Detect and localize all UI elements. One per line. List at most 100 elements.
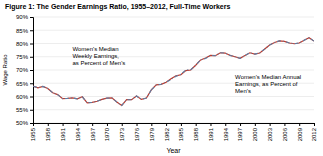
y-tick-mark [30,57,33,58]
grid-line [33,109,314,110]
x-tick-label: 2006 [282,127,288,141]
x-tick-label: 1988 [193,127,199,141]
x-tick-label: 1994 [223,127,229,141]
x-tick: 1976 [134,123,140,141]
y-tick: 55% [16,107,33,113]
x-tick: 2012 [311,123,317,141]
x-tick-mark [48,123,49,126]
annotations: Women's MedianWeekly Earnings,as Percent… [72,46,301,94]
x-tick: 2006 [282,123,288,141]
grid-line [33,96,314,97]
x-tick-mark [225,123,226,126]
x-tick-label: 1970 [104,127,110,141]
y-tick-label: 65% [16,81,29,87]
x-tick-label: 1973 [119,127,125,141]
x-tick: 2003 [267,123,273,141]
x-tick: 1994 [223,123,229,141]
annotation-line: as Percent of Men's [72,60,125,66]
series-line [33,86,151,105]
x-tick-mark [196,123,197,126]
y-tick-mark [30,70,33,71]
y-axis-title: Wage Ratio [2,54,8,86]
annotation-line: Women's Median Annual [235,74,301,80]
y-tick-mark [30,123,33,124]
y-tick-mark [30,17,33,18]
x-tick-label: 2012 [311,127,317,141]
y-tick: 90% [16,14,33,20]
x-tick: 1997 [237,123,243,141]
annotation-line: Weekly Earnings, [72,53,119,59]
x-tick: 1979 [149,123,155,141]
plot: 50% 55% 60% 65% 70% 75% 80% 85% 90% 1955 1958 1961 1… [16,14,317,141]
x-tick: 1973 [119,123,125,141]
grid [33,17,314,123]
x-tick-mark [166,123,167,126]
series-line [33,38,314,106]
x-tick-mark [63,123,64,126]
chart-container: 50% 55% 60% 65% 70% 75% 80% 85% 90% 1955 1958 1961 1… [0,0,323,156]
x-axis-line [34,124,315,127]
x-tick-label: 1985 [178,127,184,141]
y-tick: 85% [16,28,33,34]
x-axis: 1955195819611964196719701973197619791982… [30,123,317,141]
y-tick-mark [30,110,33,111]
x-tick-mark [77,123,78,126]
x-tick-mark [137,123,138,126]
x-tick-mark [255,123,256,126]
lines [33,38,314,106]
y-tick: 50% [16,120,33,126]
annotation: Women's MedianWeekly Earnings,as Percent… [72,46,125,66]
x-tick: 1961 [60,123,66,141]
x-tick-label: 1976 [134,127,140,141]
x-tick: 1958 [45,123,51,141]
x-tick-label: 1991 [208,127,214,141]
x-tick-mark [151,123,152,126]
x-tick-label: 1967 [90,127,96,141]
y-tick-label: 50% [16,120,29,126]
x-tick: 2000 [252,123,258,141]
annotation-line: Men's [235,88,251,94]
y-tick-label: 70% [16,67,29,73]
y-tick-label: 75% [16,54,29,60]
x-tick-mark [270,123,271,126]
y-tick-mark [30,30,33,31]
x-tick-label: 1979 [149,127,155,141]
x-axis-title: Year [166,147,181,154]
x-tick-mark [33,123,34,126]
x-tick: 1955 [30,123,36,141]
x-tick: 1988 [193,123,199,141]
x-tick: 1970 [104,123,110,141]
y-tick-label: 90% [16,14,29,20]
x-tick-label: 1958 [45,127,51,141]
y-tick-label: 80% [16,41,29,47]
y-tick-mark [30,97,33,98]
x-tick-label: 2009 [297,127,303,141]
y-tick: 70% [16,67,33,73]
x-tick: 1967 [90,123,96,141]
annotation: Women's Median AnnualEarnings, as Percen… [235,74,301,94]
x-tick-mark [92,123,93,126]
x-tick-label: 2003 [267,127,273,141]
x-tick-label: 1955 [30,127,36,141]
x-tick-mark [240,123,241,126]
x-tick: 1985 [178,123,184,141]
x-tick-mark [122,123,123,126]
y-tick-mark [30,44,33,45]
y-tick: 60% [16,94,33,100]
x-tick-label: 1997 [237,127,243,141]
x-tick-mark [314,123,315,126]
x-tick-mark [210,123,211,126]
y-axis: 50% 55% 60% 65% 70% 75% 80% 85% 90% [16,14,34,126]
series-line [151,38,314,90]
x-tick-label: 2000 [252,127,258,141]
y-tick: 65% [16,81,33,87]
y-tick-mark [30,83,33,84]
title: Figure 1: The Gender Earnings Ratio, 195… [5,3,230,11]
x-tick-mark [299,123,300,126]
chart-svg: 50% 55% 60% 65% 70% 75% 80% 85% 90% 1955 1958 1961 1… [0,0,323,156]
x-tick: 2009 [297,123,303,141]
grid-line [33,17,314,18]
x-tick-label: 1964 [75,127,81,141]
y-tick-label: 55% [16,107,29,113]
y-tick-label: 85% [16,28,29,34]
